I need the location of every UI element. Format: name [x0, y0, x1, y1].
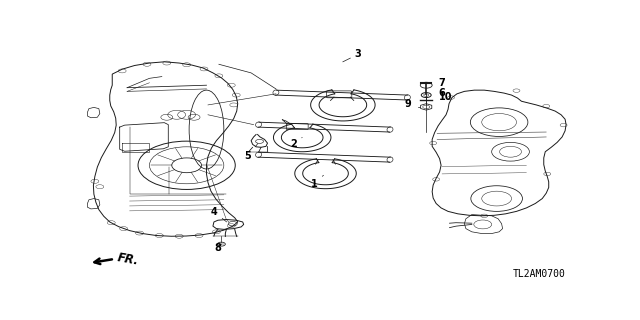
Text: 7: 7 — [438, 78, 445, 88]
Text: FR.: FR. — [116, 252, 140, 268]
Text: 10: 10 — [438, 92, 452, 102]
Text: 8: 8 — [214, 243, 221, 253]
Text: TL2AM0700: TL2AM0700 — [513, 269, 566, 279]
Text: 4: 4 — [211, 207, 227, 222]
Text: 3: 3 — [355, 49, 361, 59]
Text: 1: 1 — [311, 175, 323, 189]
Text: 9: 9 — [404, 100, 412, 109]
Text: 6: 6 — [438, 88, 445, 98]
Text: 2: 2 — [290, 138, 302, 149]
Text: 5: 5 — [244, 144, 258, 161]
